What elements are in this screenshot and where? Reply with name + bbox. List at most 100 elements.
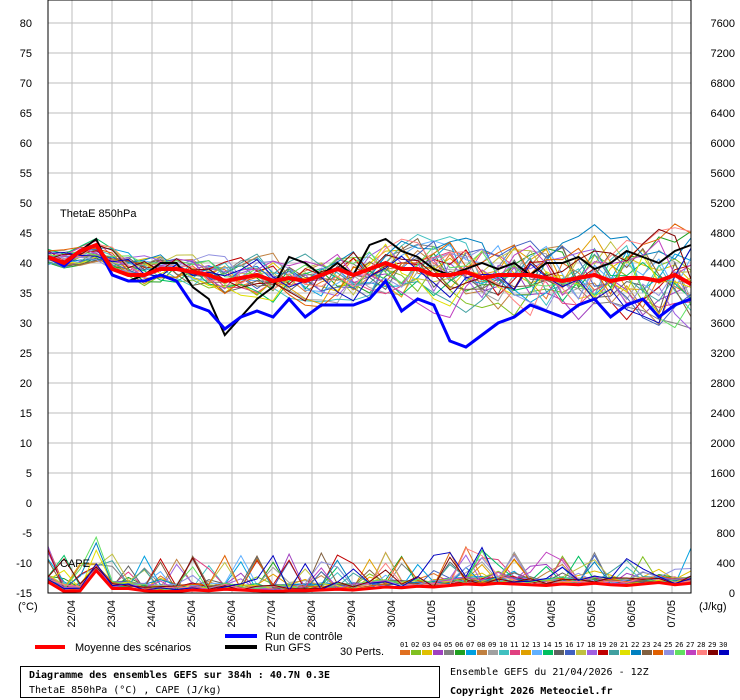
perturbation-number: 30 [719, 641, 727, 649]
right-tick-label: 2800 [711, 378, 735, 390]
copyright: Copyright 2026 Meteociel.fr [450, 686, 613, 697]
left-tick-label: 65 [20, 108, 32, 120]
perturbation-swatch [400, 650, 410, 655]
right-tick-label: 7200 [711, 48, 735, 60]
right-tick-label: 400 [717, 558, 735, 570]
perturbation-number: 11 [510, 641, 518, 649]
perturbation-swatch [488, 650, 498, 655]
perturbation-swatch [477, 650, 487, 655]
perturbation-number: 06 [455, 641, 463, 649]
right-tick-label: 6800 [711, 78, 735, 90]
plot-frame [47, 0, 692, 594]
perturbation-number: 23 [642, 641, 650, 649]
x-tick-label: 07/05 [666, 600, 678, 628]
perturbation-legend: 01 02 03 04 05 06 07 08 09 10 11 12 13 14 15 16 17 18 19 20… [400, 641, 729, 655]
perturbation-number: 25 [664, 641, 672, 649]
perturbation-number: 17 [576, 641, 584, 649]
perturbation-number: 28 [697, 641, 705, 649]
perturbation-number: 18 [587, 641, 595, 649]
cape-lines [47, 535, 692, 593]
right-tick-label: 800 [717, 528, 735, 540]
perturbation-swatch [642, 650, 652, 655]
right-tick-label: 7600 [711, 18, 735, 30]
perturbation-number: 22 [631, 641, 639, 649]
right-tick-label: 3600 [711, 318, 735, 330]
main-series-lines [47, 237, 692, 594]
perturbation-swatch [510, 650, 520, 655]
perturbation-number: 04 [433, 641, 441, 649]
x-tick-label: 29/04 [346, 600, 358, 628]
perturbation-swatch [653, 650, 663, 655]
perturbation-line [47, 230, 692, 294]
right-axis-ticks: 7600720068006400600056005200480044004000… [711, 18, 735, 600]
perturbation-swatch [444, 650, 454, 655]
perturbation-line [47, 243, 692, 300]
left-tick-label: 50 [20, 198, 32, 210]
left-tick-label: 80 [20, 18, 32, 30]
right-tick-label: 0 [729, 588, 735, 600]
perturbation-swatch [708, 650, 718, 655]
left-tick-label: 35 [20, 288, 32, 300]
perturbation-swatch [609, 650, 619, 655]
perturbation-line [47, 249, 692, 317]
x-tick-label: 02/05 [466, 600, 478, 628]
cape-mean-line [47, 568, 692, 594]
left-tick-label: 20 [20, 378, 32, 390]
theta-panel-label: ThetaE 850hPa [60, 208, 137, 220]
x-tick-label: 30/04 [386, 600, 398, 628]
right-tick-label: 5600 [711, 168, 735, 180]
left-tick-label: -15 [16, 588, 32, 600]
perturbation-number: 10 [499, 641, 507, 649]
perturbation-line [47, 245, 692, 331]
left-tick-label: 10 [20, 438, 32, 450]
perturbation-swatch [521, 650, 531, 655]
perturbation-number: 16 [565, 641, 573, 649]
perturbation-swatch [455, 650, 465, 655]
cape-perturbation-line [47, 556, 692, 591]
cape-perturbation-line [47, 546, 692, 592]
x-tick-label: 06/05 [626, 600, 638, 628]
legend-mean-label: Moyenne des scénarios [75, 642, 192, 654]
perturbation-number: 02 [411, 641, 419, 649]
right-tick-label: 5200 [711, 198, 735, 210]
perturbation-number: 15 [554, 641, 562, 649]
perturbation-swatch [576, 650, 586, 655]
x-tick-label: 25/04 [186, 600, 198, 628]
x-tick-label: 04/05 [546, 600, 558, 628]
perturbation-number: 20 [609, 641, 617, 649]
left-tick-label: 55 [20, 168, 32, 180]
perturbation-swatch [411, 650, 421, 655]
left-tick-label: 40 [20, 258, 32, 270]
right-tick-label: 6400 [711, 108, 735, 120]
info-title: Diagramme des ensembles GEFS sur 384h : … [29, 670, 331, 681]
x-tick-label: 05/05 [586, 600, 598, 628]
right-tick-label: 6000 [711, 138, 735, 150]
x-tick-label: 01/05 [426, 600, 438, 628]
perturbation-number: 19 [598, 641, 606, 649]
perturbation-number: 01 [400, 641, 408, 649]
left-tick-label: 75 [20, 48, 32, 60]
perturbation-swatch [532, 650, 542, 655]
right-tick-label: 2400 [711, 408, 735, 420]
right-axis-unit: (J/kg) [699, 601, 727, 613]
perturbation-swatch [686, 650, 696, 655]
perturbation-swatch [565, 650, 575, 655]
perturbation-swatch [620, 650, 630, 655]
perturbation-swatch [466, 650, 476, 655]
x-tick-label: 23/04 [106, 600, 118, 628]
left-tick-label: 45 [20, 228, 32, 240]
run-info: Ensemble GEFS du 21/04/2026 - 12Z [450, 667, 649, 678]
perturbation-number: 26 [675, 641, 683, 649]
gfs-line [47, 237, 692, 337]
left-tick-label: 5 [26, 468, 32, 480]
perturbation-number: 12 [521, 641, 529, 649]
left-tick-label: -10 [16, 558, 32, 570]
x-tick-label: 22/04 [66, 600, 78, 628]
perturbation-swatch [543, 650, 553, 655]
right-tick-label: 2000 [711, 438, 735, 450]
perturbation-swatch [598, 650, 608, 655]
mean-line [47, 242, 692, 286]
right-tick-label: 4400 [711, 258, 735, 270]
